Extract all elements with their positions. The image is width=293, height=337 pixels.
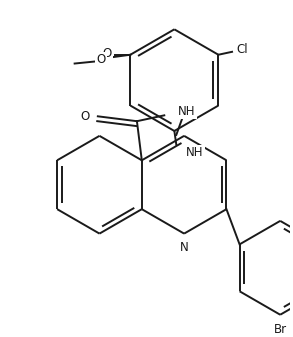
Text: Cl: Cl: [236, 43, 248, 56]
Text: N: N: [180, 241, 188, 254]
Text: O: O: [81, 110, 90, 123]
Text: Br: Br: [274, 323, 287, 336]
Text: O: O: [96, 53, 106, 66]
Text: NH: NH: [178, 105, 195, 118]
Text: NH: NH: [186, 146, 204, 159]
Text: methoxy: methoxy: [73, 53, 79, 54]
Text: O: O: [100, 48, 109, 61]
Text: O: O: [102, 47, 112, 60]
